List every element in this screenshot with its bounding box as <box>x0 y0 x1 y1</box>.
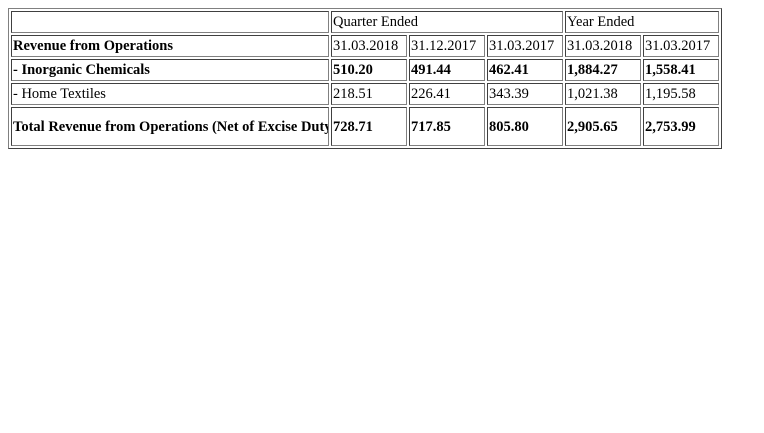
table-row-inorganic-chemicals: - Inorganic Chemicals 510.20 491.44 462.… <box>11 59 720 81</box>
table-header-row: Quarter Ended Year Ended <box>11 11 720 33</box>
row-label: Revenue from Operations <box>11 35 329 57</box>
table-dates-row: Revenue from Operations 31.03.2018 31.12… <box>11 35 720 57</box>
row-label: - Inorganic Chemicals <box>11 59 329 81</box>
value-cell: 2,753.99 <box>643 107 720 146</box>
row-label: Total Revenue from Operations (Net of Ex… <box>11 107 329 146</box>
value-cell: 226.41 <box>409 83 485 105</box>
date-cell: 31.03.2018 <box>565 35 642 57</box>
date-cell: 31.03.2018 <box>331 35 407 57</box>
value-cell: 717.85 <box>409 107 485 146</box>
value-cell: 1,884.27 <box>565 59 642 81</box>
value-cell: 510.20 <box>331 59 407 81</box>
revenue-table: Quarter Ended Year Ended Revenue from Op… <box>8 8 723 149</box>
header-quarter-ended: Quarter Ended <box>331 11 564 33</box>
revenue-table-container: Quarter Ended Year Ended Revenue from Op… <box>8 8 723 149</box>
header-year-ended: Year Ended <box>565 11 720 33</box>
value-cell: 491.44 <box>409 59 485 81</box>
value-cell: 1,558.41 <box>643 59 720 81</box>
header-blank-cell <box>11 11 329 33</box>
value-cell: 1,195.58 <box>643 83 720 105</box>
date-cell: 31.12.2017 <box>409 35 485 57</box>
table-row-total-revenue: Total Revenue from Operations (Net of Ex… <box>11 107 720 146</box>
value-cell: 728.71 <box>331 107 407 146</box>
value-cell: 1,021.38 <box>565 83 642 105</box>
row-label: - Home Textiles <box>11 83 329 105</box>
date-cell: 31.03.2017 <box>487 35 564 57</box>
date-cell: 31.03.2017 <box>643 35 720 57</box>
value-cell: 343.39 <box>487 83 564 105</box>
value-cell: 462.41 <box>487 59 564 81</box>
value-cell: 218.51 <box>331 83 407 105</box>
value-cell: 805.80 <box>487 107 564 146</box>
table-row-home-textiles: - Home Textiles 218.51 226.41 343.39 1,0… <box>11 83 720 105</box>
value-cell: 2,905.65 <box>565 107 642 146</box>
